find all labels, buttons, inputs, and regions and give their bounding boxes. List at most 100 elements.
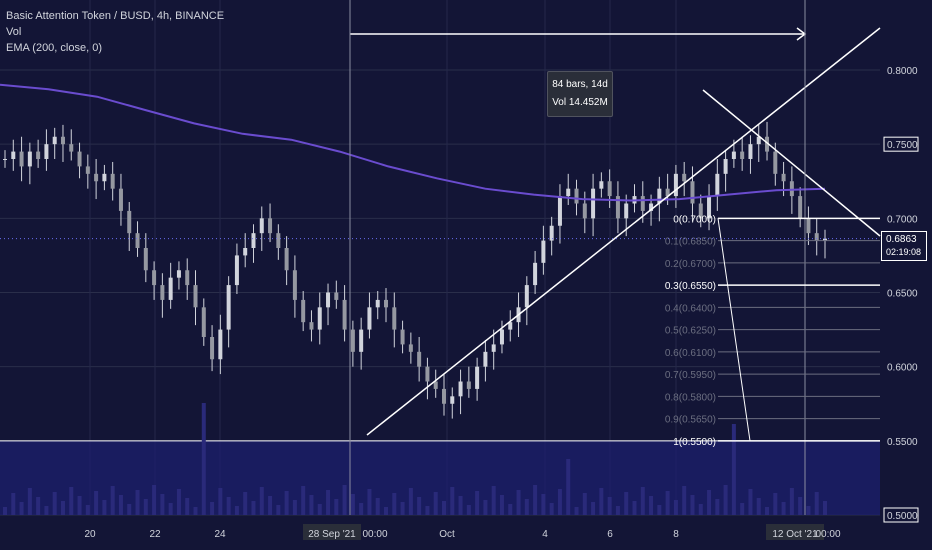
fib-level-label: 1(0.5500) xyxy=(673,437,716,448)
time-axis-label: 00:00 xyxy=(815,529,840,540)
fib-level-label: 0.7(0.5950) xyxy=(665,370,716,381)
candle-body xyxy=(740,151,745,159)
volume-bar xyxy=(210,502,215,515)
chart-legend: Basic Attention Token / BUSD, 4h, BINANC… xyxy=(6,8,224,56)
volume-bar xyxy=(773,493,778,515)
time-axis-label: 6 xyxy=(607,529,613,540)
volume-bar xyxy=(301,486,306,515)
volume-bar xyxy=(458,496,463,515)
measure-bars: 84 bars, 14d xyxy=(552,79,608,90)
volume-bar xyxy=(607,497,612,515)
volume-bar xyxy=(367,489,372,515)
volume-bar xyxy=(135,490,140,515)
volume-bar xyxy=(707,490,712,515)
time-axis-label: 12 Oct '21 xyxy=(772,529,818,540)
price-axis-label: 0.7500 xyxy=(887,140,918,151)
candle-body xyxy=(731,151,736,159)
candle-body xyxy=(591,188,596,219)
uptrend-line xyxy=(366,27,881,436)
time-axis-label: 4 xyxy=(542,529,548,540)
candle-body xyxy=(408,344,413,352)
downtrend-line xyxy=(702,89,881,237)
candle-body xyxy=(400,329,405,345)
candle-body xyxy=(85,166,90,174)
volume-bar xyxy=(3,507,7,515)
volume-bar xyxy=(317,504,322,515)
candle-body xyxy=(673,173,678,197)
candle-body xyxy=(77,151,82,167)
volume-bar xyxy=(508,504,513,515)
candle-body xyxy=(607,181,612,197)
price-axis-label: 0.6000 xyxy=(887,363,918,374)
candle-body xyxy=(599,181,604,189)
volume-bar xyxy=(259,487,264,515)
candle-body xyxy=(350,329,355,352)
volume-bar xyxy=(268,496,273,515)
candle-body xyxy=(210,337,215,360)
volume-bar xyxy=(433,492,438,515)
volume-bar xyxy=(226,497,231,515)
volume-bar xyxy=(632,501,637,515)
volume-bar xyxy=(326,490,331,515)
candle-body xyxy=(814,233,819,241)
time-axis-label: 20 xyxy=(84,529,96,540)
candle-body xyxy=(765,136,770,152)
time-axis-label: 22 xyxy=(149,529,161,540)
volume-bar xyxy=(85,505,90,515)
legend-symbol[interactable]: Basic Attention Token / BUSD, 4h, BINANC… xyxy=(6,10,225,22)
volume-bar xyxy=(185,498,190,515)
legend-ema[interactable]: EMA (200, close, 0) xyxy=(6,42,102,54)
candle-body xyxy=(259,218,264,234)
volume-bar xyxy=(342,485,347,515)
candle-body xyxy=(806,218,811,234)
last-price-countdown: 02:19:08 xyxy=(886,247,922,257)
volume-bar xyxy=(425,506,430,515)
price-axis-label: 0.5500 xyxy=(887,437,918,448)
candle-body xyxy=(441,388,446,404)
candle-body xyxy=(798,196,803,219)
volume-bar xyxy=(756,498,761,515)
candle-body xyxy=(36,151,41,159)
volume-bar xyxy=(823,501,827,515)
candle-body xyxy=(52,136,57,145)
candle-body xyxy=(201,307,206,337)
volume-bar xyxy=(715,499,720,515)
candle-body xyxy=(491,344,496,352)
candle-body xyxy=(450,396,455,404)
volume-bar xyxy=(27,488,32,515)
candle-body xyxy=(226,285,231,330)
volume-bar xyxy=(731,424,736,515)
candle-body xyxy=(392,307,397,330)
volume-bar xyxy=(789,488,794,515)
volume-bar xyxy=(118,495,123,515)
candle-body xyxy=(624,203,629,219)
candle-body xyxy=(118,188,123,211)
candle-body xyxy=(44,144,49,159)
volume-bar xyxy=(201,403,206,515)
candle-body xyxy=(359,329,364,352)
legend-vol[interactable]: Vol xyxy=(6,26,22,38)
candle-body xyxy=(748,144,753,159)
volume-bar xyxy=(591,502,596,515)
volume-pane xyxy=(0,440,880,515)
volume-bar xyxy=(94,491,99,515)
volume-bar xyxy=(798,497,803,515)
candle-body xyxy=(615,196,620,219)
candle-body xyxy=(823,238,827,241)
volume-bar xyxy=(574,507,579,515)
candle-body xyxy=(574,188,579,204)
fib-level-label: 0.6(0.6100) xyxy=(665,348,716,359)
candle-body xyxy=(127,210,132,234)
candle-body xyxy=(276,233,281,248)
candle-body xyxy=(301,299,306,323)
time-axis-label: 28 Sep '21 xyxy=(308,529,356,540)
fib-level-label: 0.2(0.6700) xyxy=(665,259,716,270)
price-axis-label: 0.7000 xyxy=(887,214,918,225)
volume-bar xyxy=(499,495,504,515)
candle-body xyxy=(334,292,339,300)
fib-level-label: 0.5(0.6250) xyxy=(665,326,716,337)
candle-body xyxy=(234,255,239,286)
volume-bar xyxy=(292,500,297,515)
candle-body xyxy=(657,188,662,204)
